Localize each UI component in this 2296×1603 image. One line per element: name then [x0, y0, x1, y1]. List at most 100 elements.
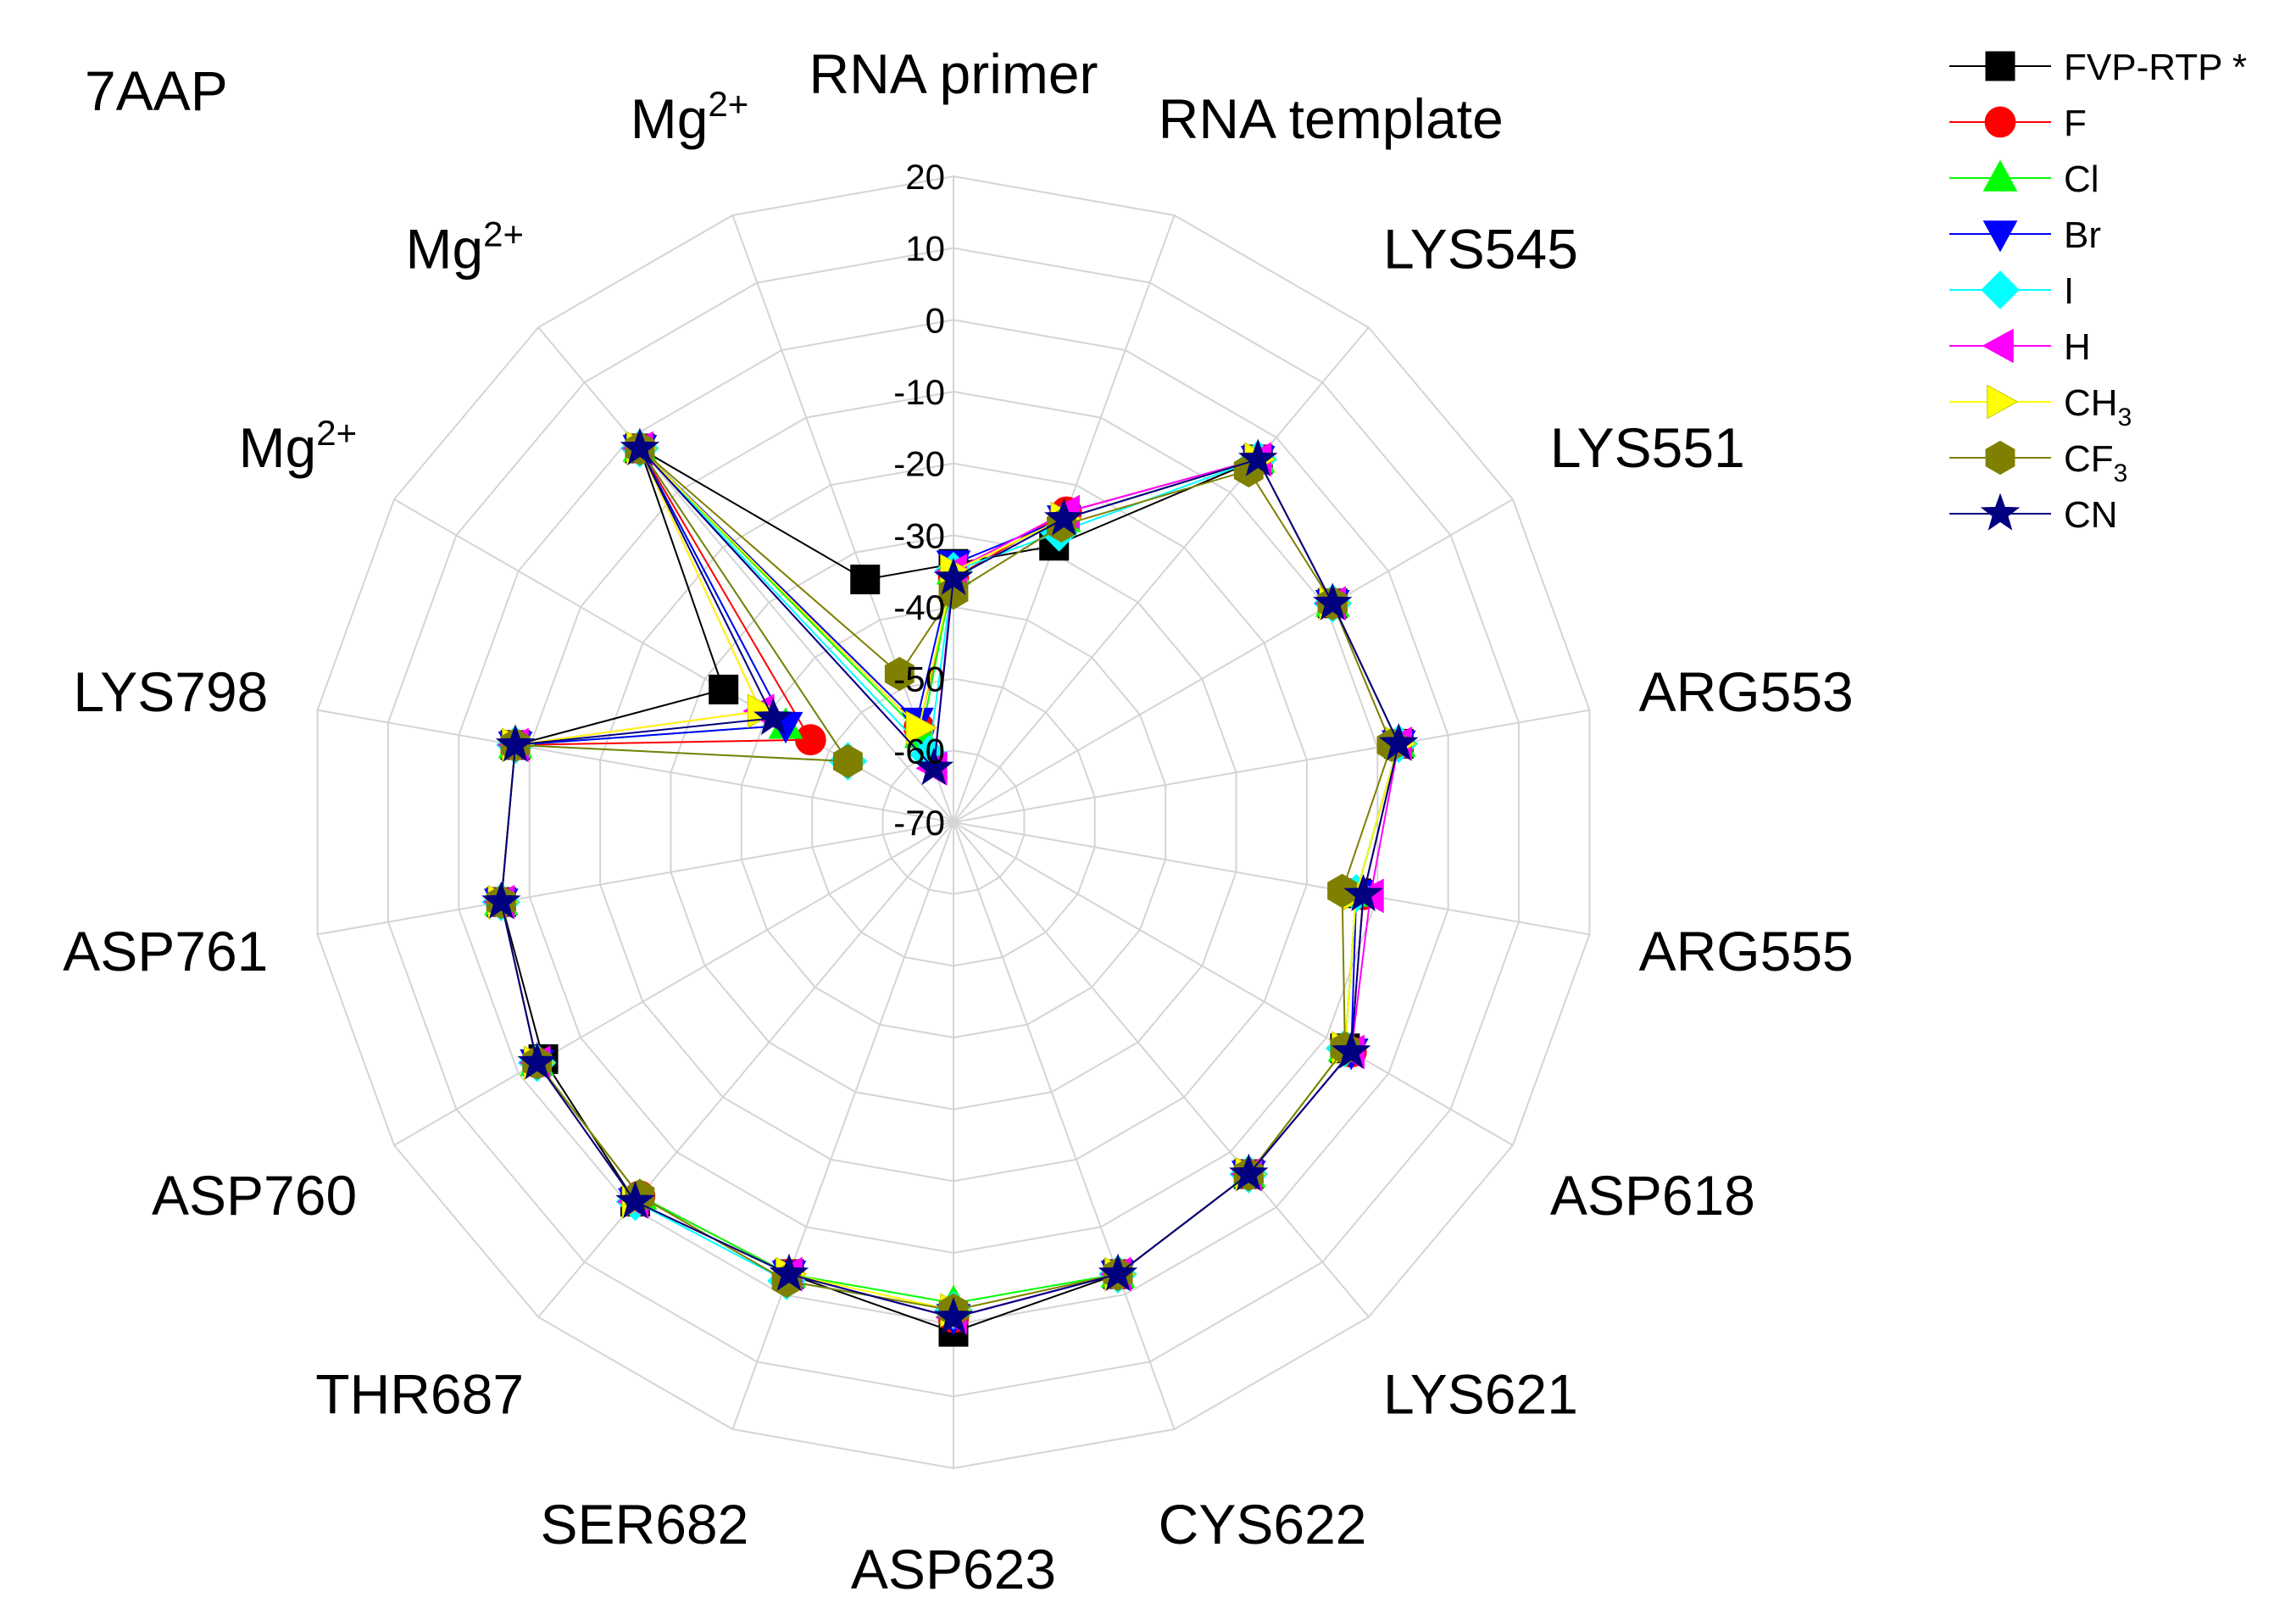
legend-label: F	[2064, 103, 2087, 144]
legend-item: F	[1949, 103, 2087, 144]
spoke	[953, 821, 1514, 1146]
axis-label: ARG555	[1639, 920, 1854, 982]
axis-labels: RNA primer RNA template LYS545 LYS551 ARG553…	[63, 42, 1854, 1600]
tick-label: -10	[893, 372, 945, 412]
axis-label: Mg2+	[239, 413, 358, 479]
data-point	[1098, 1253, 1138, 1291]
spoke	[393, 821, 954, 1146]
spoke	[953, 821, 1590, 936]
data-point	[1985, 51, 2015, 81]
data-point	[1982, 328, 2014, 364]
axis-label: LYS798	[73, 660, 268, 723]
axis-label: ASP623	[851, 1538, 1056, 1600]
spoke	[953, 821, 1370, 1318]
legend-item: I	[1949, 270, 2074, 312]
legend-item: FVP-RTP *	[1949, 47, 2247, 88]
data-point	[1980, 493, 2021, 531]
data-point	[1313, 582, 1353, 621]
legend: FVP-RTP * F Cl Br IH CH3 CF3 CN	[1949, 47, 2247, 536]
data-point	[1981, 270, 2020, 309]
legend-label: H	[2064, 326, 2091, 368]
data-point	[850, 565, 881, 595]
data-point	[1343, 873, 1383, 912]
legend-label: Br	[2064, 214, 2101, 256]
data-point	[615, 1181, 655, 1219]
axis-label: THR687	[315, 1363, 524, 1426]
spoke	[537, 326, 954, 823]
axis-label: SER682	[541, 1493, 749, 1556]
data-point	[620, 427, 660, 465]
spoke	[317, 821, 954, 936]
tick-label: -70	[893, 803, 945, 843]
axis-label: RNA template	[1159, 87, 1504, 150]
data-point	[1379, 722, 1419, 761]
axis-label: CYS622	[1159, 1493, 1367, 1556]
tick-label: 0	[926, 300, 945, 340]
data-point	[769, 1253, 809, 1291]
legend-label: FVP-RTP *	[2064, 47, 2247, 88]
data-point	[481, 881, 521, 919]
data-point	[1237, 438, 1278, 476]
data-point	[495, 724, 536, 762]
spoke	[537, 821, 954, 1318]
data-point	[1331, 1031, 1371, 1069]
data-point	[884, 656, 915, 692]
data-point	[1987, 384, 2019, 420]
axis-label: ASP760	[152, 1164, 357, 1227]
tick-label: -20	[893, 444, 945, 484]
series-cn	[481, 427, 1419, 1334]
data-point	[933, 557, 974, 595]
tick-label: -30	[893, 515, 945, 555]
data-point	[517, 1042, 557, 1080]
legend-item: CN	[1949, 493, 2118, 536]
legend-label: I	[2064, 270, 2074, 312]
spoke	[953, 821, 1176, 1430]
legend-item: CF3	[1949, 438, 2127, 487]
tick-label: -60	[893, 731, 945, 771]
axis-label: LYS551	[1550, 416, 1745, 479]
legend-label: CF3	[2064, 438, 2127, 487]
radial-tick-labels: 20 10 0 -10 -20 -30 -40 -50 -60 -70	[893, 157, 945, 843]
axis-label: RNA primer	[809, 42, 1098, 105]
legend-label: CH3	[2064, 382, 2132, 431]
axis-label: ASP618	[1550, 1164, 1755, 1227]
data-point	[1044, 498, 1084, 536]
tick-label: -40	[893, 587, 945, 627]
axis-label: ASP761	[63, 920, 268, 982]
data-point	[1229, 1153, 1269, 1191]
data-point	[1982, 159, 2018, 192]
spoke	[317, 709, 954, 823]
data-point	[832, 743, 863, 779]
axis-label: Mg2+	[631, 84, 749, 150]
legend-item: CH3	[1949, 382, 2132, 431]
data-point	[1985, 440, 2015, 476]
data-point	[709, 674, 739, 704]
spoke	[731, 821, 954, 1430]
data-point	[753, 697, 793, 736]
tick-label: 10	[905, 229, 945, 269]
data-point	[914, 747, 954, 786]
legend-item: Cl	[1949, 159, 2099, 200]
data-point	[1327, 873, 1358, 908]
spoke	[953, 498, 1514, 823]
data-point	[1982, 220, 2018, 253]
data-point	[795, 724, 826, 755]
chart-title: 7AAP	[85, 59, 228, 122]
data-point	[905, 710, 937, 746]
legend-label: CN	[2064, 494, 2118, 536]
spoke	[953, 709, 1590, 823]
data-point	[1984, 106, 2016, 138]
axis-label: LYS621	[1383, 1363, 1578, 1426]
tick-label: -50	[893, 660, 945, 699]
axis-label: LYS545	[1383, 217, 1578, 280]
legend-item: H	[1949, 326, 2091, 368]
radar-spokes	[317, 176, 1590, 1468]
series-layer	[481, 427, 1419, 1347]
legend-item: Br	[1949, 214, 2101, 256]
axis-label: Mg2+	[405, 214, 524, 280]
spoke	[953, 326, 1370, 823]
axis-label: ARG553	[1639, 660, 1854, 723]
data-point	[933, 1296, 974, 1334]
legend-label: Cl	[2064, 159, 2099, 200]
